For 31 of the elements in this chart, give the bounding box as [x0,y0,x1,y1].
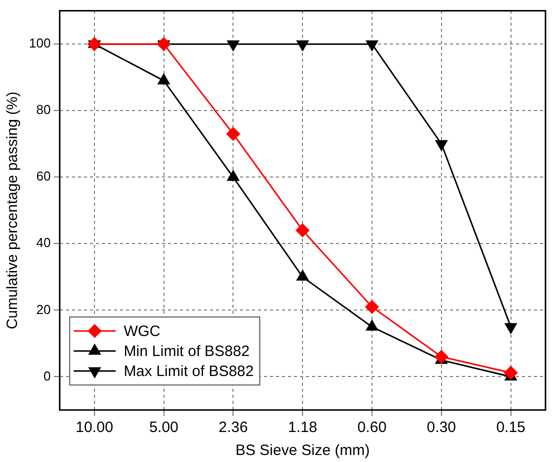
point [435,140,448,151]
legend-label: Max Limit of BS882 [124,363,254,380]
point [365,300,379,314]
point [157,37,171,51]
y-tick-label: 60 [36,168,51,184]
x-tick-label: 0.60 [357,419,387,436]
point [296,40,309,51]
x-tick-label: 1.18 [288,419,318,436]
point [504,366,518,380]
y-tick-label: 80 [36,102,51,118]
y-tick-label: 100 [28,36,51,51]
x-tick-label: 10.00 [76,419,114,436]
y-axis-title: Cumulative percentage passing (%) [4,92,22,330]
x-axis-title: BS Sieve Size (mm) [235,442,370,460]
legend-label: Min Limit of BS882 [124,343,250,360]
x-tick-label: 0.30 [426,419,456,436]
x-tick-label: 0.15 [496,419,526,436]
point [296,270,309,281]
y-tick-label: 40 [36,235,51,250]
point [88,37,102,51]
x-tick-label: 5.00 [149,419,178,436]
point [366,320,378,331]
y-tick-label: 20 [36,302,51,317]
y-tick-label: 0 [43,368,51,384]
point [434,350,448,364]
point [366,40,378,51]
point [296,224,310,238]
x-tick-label: 2.36 [218,419,248,436]
legend-label: WGC [124,323,161,340]
point [227,40,240,51]
point [226,127,240,141]
